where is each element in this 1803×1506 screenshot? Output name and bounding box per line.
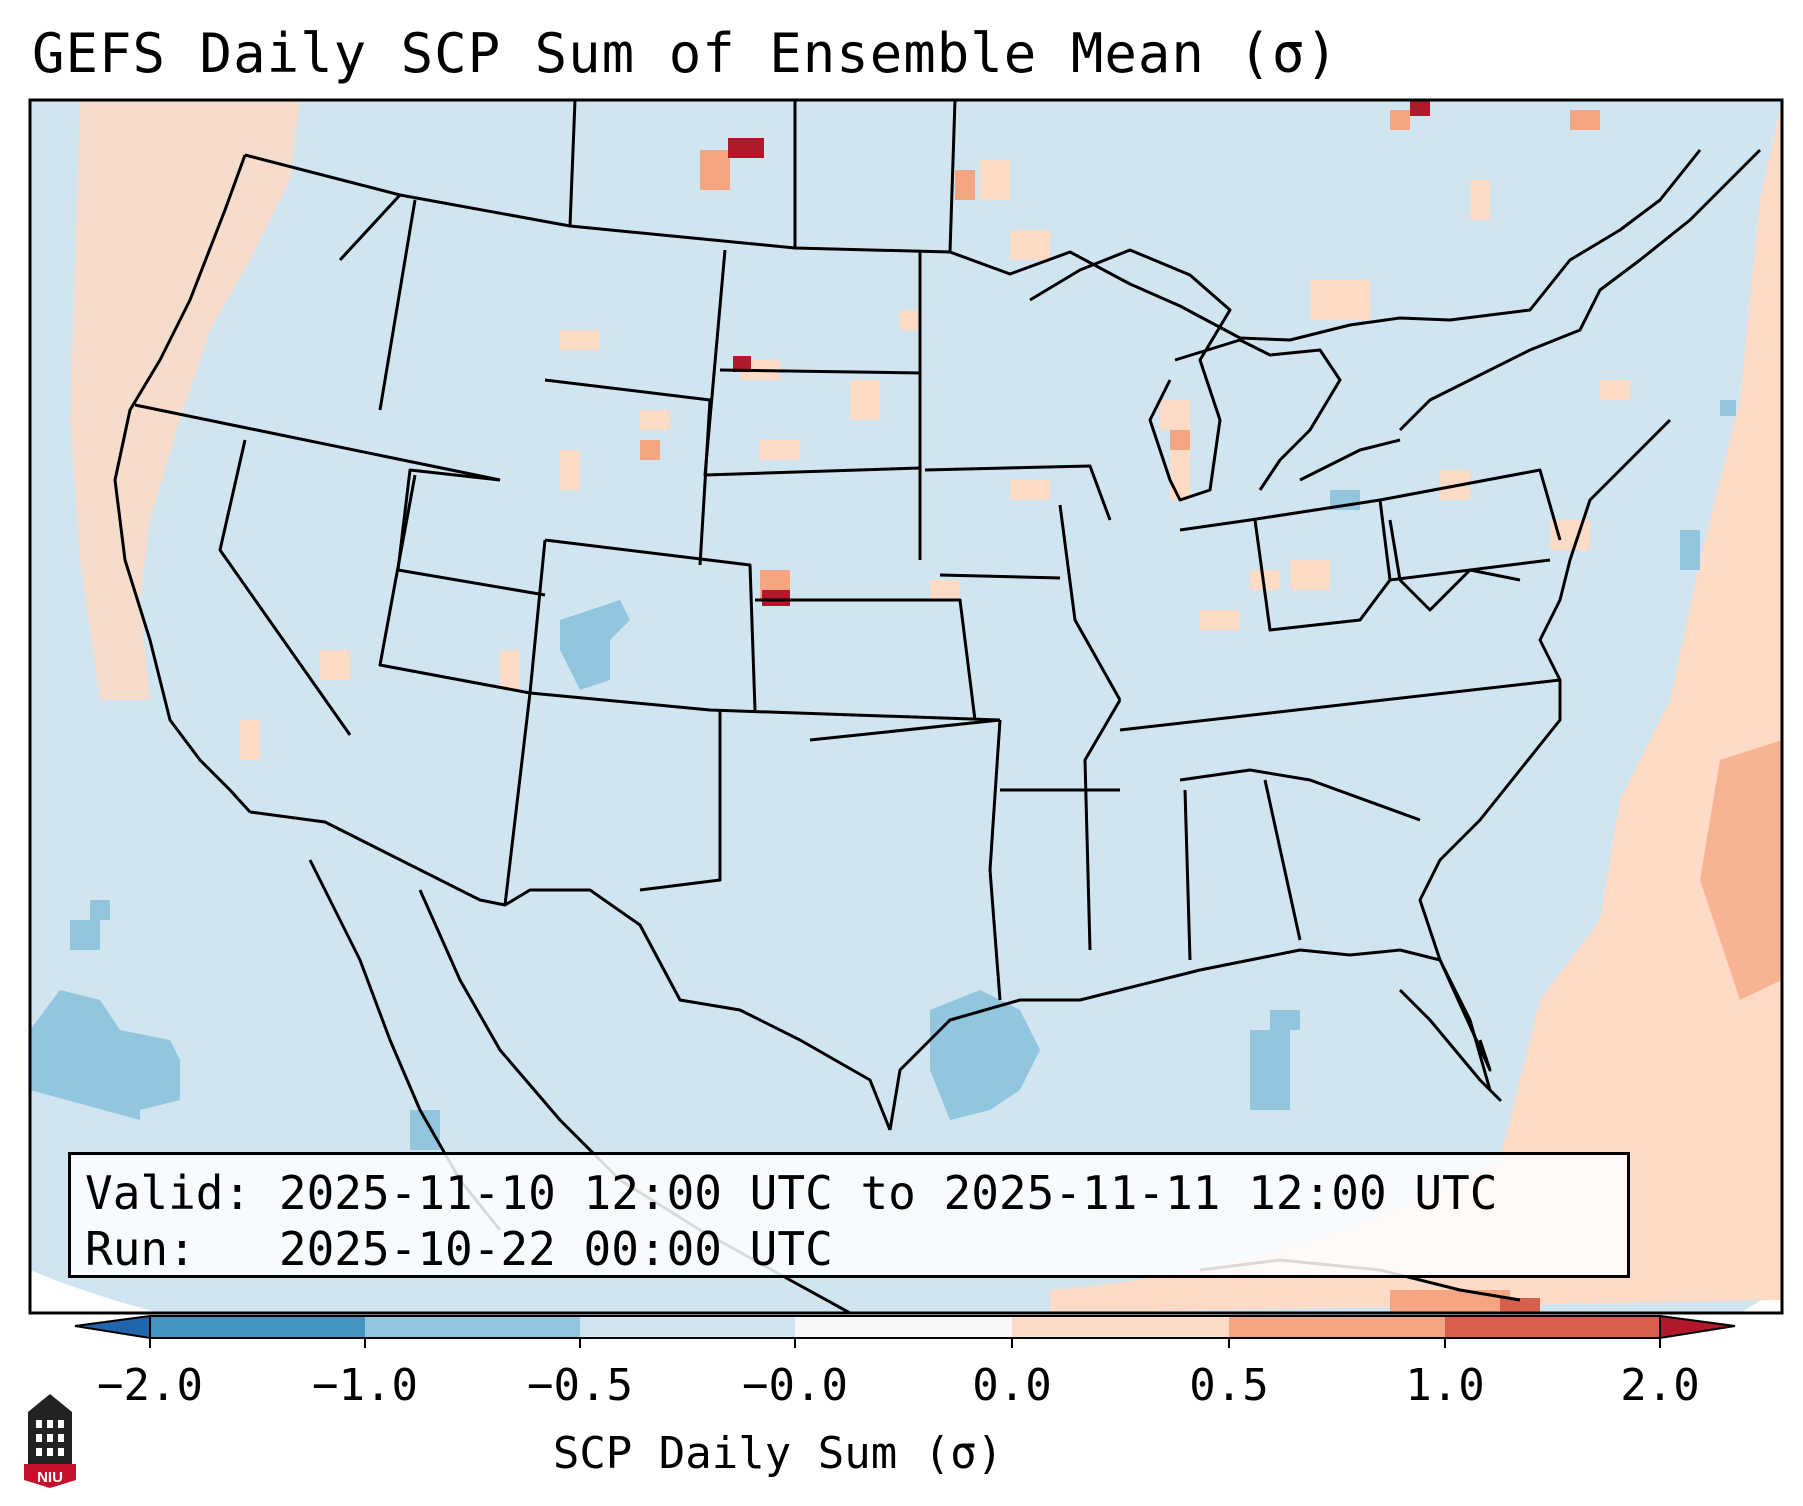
state-line xyxy=(809,718,1001,742)
state-line xyxy=(948,100,957,253)
valid-range: 2025-11-10 12:00 UTC to 2025-11-11 12:00… xyxy=(278,1166,1498,1220)
run-label: Run: xyxy=(85,1222,196,1276)
state-line xyxy=(755,598,977,721)
colorbar xyxy=(74,1314,1736,1348)
state-line xyxy=(924,464,1112,521)
gulf-coast xyxy=(888,948,1492,1131)
positive-anomaly-atlantic-core xyxy=(1700,740,1782,1000)
colorbar-bin xyxy=(365,1316,580,1338)
state-line xyxy=(528,539,547,694)
state-line xyxy=(1253,519,1392,632)
state-line xyxy=(939,573,1061,580)
state-line xyxy=(1388,519,1521,612)
colorbar-ticks xyxy=(149,1338,1661,1348)
state-line xyxy=(1378,499,1551,582)
colorbar-tick-label: −1.0 xyxy=(312,1360,418,1411)
state-line xyxy=(988,719,1002,1001)
positive-anomaly-west-coast xyxy=(70,100,300,700)
strong-positive-scatter xyxy=(728,100,1430,606)
colorbar-bin xyxy=(1012,1316,1229,1338)
florida xyxy=(1398,959,1502,1102)
positive-anomaly-cell xyxy=(1500,1298,1540,1313)
state-line xyxy=(703,249,921,477)
map-title: GEFS Daily SCP Sum of Ensemble Mean (σ) xyxy=(32,22,1339,85)
colorbar-bin xyxy=(150,1316,365,1338)
niu-tower-logo-icon: NIU xyxy=(24,1394,76,1488)
colorbar-bin xyxy=(1229,1316,1445,1338)
state-line xyxy=(378,199,417,411)
maine-quebec xyxy=(1529,148,1762,352)
state-line xyxy=(639,710,722,892)
state-line xyxy=(1058,504,1122,701)
state-line xyxy=(218,439,352,736)
colorbar-tick-label: 0.0 xyxy=(972,1360,1052,1411)
colorbar-tick-label: −0.0 xyxy=(742,1360,848,1411)
state-line xyxy=(134,403,501,482)
colorbar-extend-low xyxy=(74,1314,151,1340)
colorbar-tick-label: −2.0 xyxy=(97,1360,203,1411)
state-line xyxy=(1179,768,1421,822)
validity-info-box: Valid: 2025-11-10 12:00 UTC to 2025-11-1… xyxy=(68,1152,1630,1278)
colorbar-extend-high xyxy=(1659,1314,1736,1340)
great-lakes xyxy=(1029,248,1531,502)
colorbar-title: SCP Daily Sum (σ) xyxy=(552,1428,1004,1479)
logo-text: NIU xyxy=(37,1469,63,1486)
west-coast xyxy=(113,154,252,814)
positive-anomaly-cell xyxy=(1390,1290,1510,1313)
state-line xyxy=(568,100,577,227)
colorbar-tick-label: −0.5 xyxy=(527,1360,633,1411)
colorbar-bin xyxy=(1445,1316,1660,1338)
state-line xyxy=(1263,779,1302,941)
state-line xyxy=(503,692,532,906)
state-line xyxy=(338,193,402,262)
map-frame xyxy=(28,98,1784,1315)
colorbar-tick-label: 1.0 xyxy=(1405,1360,1485,1411)
run-time: 2025-10-22 00:00 UTC xyxy=(278,1222,833,1276)
colorbar-bin xyxy=(795,1316,1012,1338)
state-line xyxy=(1083,699,1122,951)
state-line xyxy=(719,368,921,375)
negative-anomaly-scatter xyxy=(30,400,1736,1150)
state-line xyxy=(544,378,712,566)
positive-anomaly-atlantic xyxy=(1050,100,1782,1313)
projection-corner-lower-left xyxy=(30,1270,160,1313)
colorbar-tick-label: 0.5 xyxy=(1189,1360,1269,1411)
colorbar-tick-label: 2.0 xyxy=(1620,1360,1700,1411)
valid-label: Valid: xyxy=(85,1166,252,1220)
state-line xyxy=(544,538,757,711)
political-boundaries xyxy=(113,100,1762,1313)
colorbar-frame xyxy=(149,1315,1661,1339)
state-line xyxy=(1119,678,1561,732)
map-background xyxy=(30,100,1782,1313)
state-line xyxy=(396,468,546,597)
colorbar-bin xyxy=(580,1316,795,1338)
east-coast xyxy=(1418,418,1672,961)
state-line xyxy=(1183,789,1192,961)
us-mexico-border xyxy=(249,810,892,1131)
